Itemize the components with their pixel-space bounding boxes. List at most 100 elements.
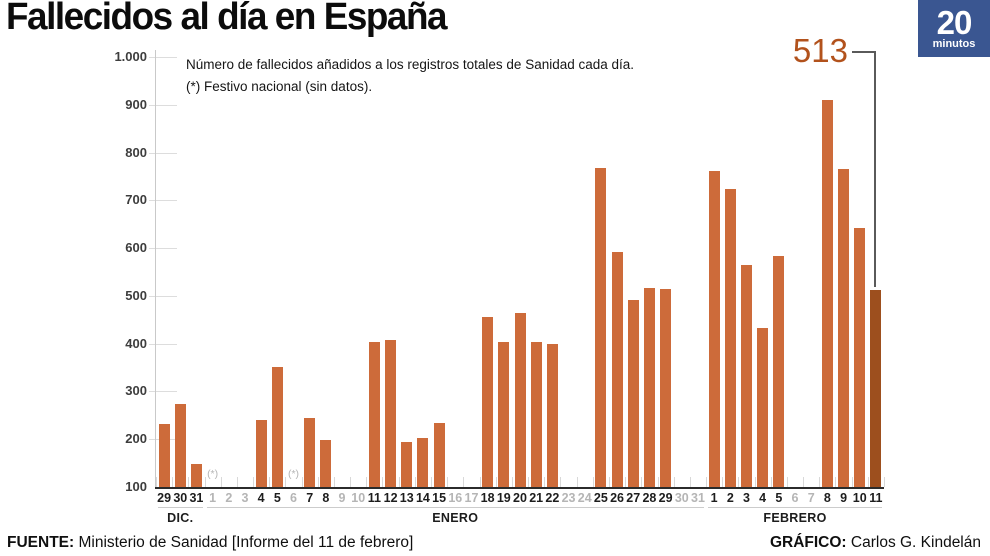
day-separator-tick xyxy=(431,477,433,487)
y-axis-tick-stub xyxy=(149,295,177,297)
bar-FEBRERO-4 xyxy=(757,327,769,487)
day-separator-tick xyxy=(786,477,788,487)
y-axis-tick-label: 500 xyxy=(125,287,147,303)
day-label: 10 xyxy=(351,491,366,505)
day-separator-tick xyxy=(706,477,708,487)
bar-ENERO-21 xyxy=(530,341,542,487)
day-label: 28 xyxy=(642,491,657,505)
day-label: 9 xyxy=(840,491,848,505)
bar-ENERO-13 xyxy=(401,441,413,487)
logo-20-text: 20 xyxy=(936,3,973,41)
day-separator-tick xyxy=(673,477,675,487)
bar-FEBRERO-3 xyxy=(740,264,752,487)
day-label: 1 xyxy=(209,491,217,505)
author-credit: GRÁFICO: Carlos G. Kindelán xyxy=(770,534,981,552)
day-label: 22 xyxy=(545,491,560,505)
day-label: 24 xyxy=(577,491,592,505)
day-separator-tick xyxy=(479,477,481,487)
day-separator-tick xyxy=(495,477,497,487)
day-label: 14 xyxy=(415,491,430,505)
day-separator-tick xyxy=(754,477,756,487)
day-label: 7 xyxy=(306,491,314,505)
bar-ENERO-28 xyxy=(643,288,655,487)
day-separator-tick xyxy=(528,477,530,487)
day-separator-tick xyxy=(560,477,562,487)
chart-subtitle-line2: (*) Festivo nacional (sin datos). xyxy=(186,79,373,94)
festivo-marker: (*) xyxy=(287,468,300,480)
day-separator-tick xyxy=(317,477,319,487)
day-separator-tick xyxy=(884,477,885,487)
credit-label: GRÁFICO: xyxy=(769,534,847,551)
bar-ENERO-25 xyxy=(595,168,607,487)
day-label: 4 xyxy=(759,491,767,505)
y-axis-line xyxy=(155,50,156,488)
day-label: 20 xyxy=(513,491,527,505)
page-title: Fallecidos al día en España xyxy=(6,0,448,38)
day-separator-tick xyxy=(366,477,368,487)
bar-ENERO-15 xyxy=(433,422,445,487)
x-axis-baseline xyxy=(155,487,884,489)
day-separator-tick xyxy=(819,477,821,487)
day-separator-tick xyxy=(867,477,869,487)
day-separator-tick xyxy=(689,477,691,487)
day-separator-tick xyxy=(851,477,853,487)
day-label: 15 xyxy=(432,491,447,505)
day-label: 29 xyxy=(658,491,673,505)
callout-line-vertical xyxy=(873,51,876,287)
day-separator-tick xyxy=(544,477,546,487)
source-text: Ministerio de Sanidad [Informe del 11 de… xyxy=(74,534,414,551)
day-separator-tick xyxy=(608,477,610,487)
bar-ENERO-29 xyxy=(660,289,672,487)
day-separator-tick xyxy=(576,477,578,487)
bar-ENERO-26 xyxy=(611,252,623,487)
y-axis-tick-stub xyxy=(149,343,177,345)
day-label: 23 xyxy=(561,491,576,505)
20minutos-logo: 20 minutos xyxy=(918,0,990,57)
month-rule xyxy=(708,507,882,508)
y-axis-tick-label: 100 xyxy=(125,479,147,494)
y-axis-tick-stub xyxy=(149,248,177,250)
day-separator-tick xyxy=(382,477,384,487)
day-label: 17 xyxy=(464,491,479,505)
bar-ENERO-8 xyxy=(320,439,332,487)
bar-FEBRERO-5 xyxy=(773,256,785,487)
day-separator-tick xyxy=(188,477,190,487)
day-separator-tick xyxy=(172,477,174,487)
day-label: 27 xyxy=(626,491,641,505)
day-label: 5 xyxy=(775,491,783,505)
bar-ENERO-4 xyxy=(255,419,267,487)
day-label: 8 xyxy=(322,491,330,505)
logo-minutos-text: minutos xyxy=(932,37,976,50)
day-label: 18 xyxy=(480,491,495,505)
day-label: 11 xyxy=(367,491,381,505)
day-separator-tick xyxy=(253,477,255,487)
day-separator-tick xyxy=(835,477,837,487)
day-label: 30 xyxy=(674,491,689,505)
day-label: 13 xyxy=(399,491,414,505)
day-label: 25 xyxy=(593,491,608,505)
bar-FEBRERO-2 xyxy=(724,188,736,487)
day-separator-tick xyxy=(220,477,222,487)
day-label: 30 xyxy=(173,491,188,505)
bar-FEBRERO-1 xyxy=(708,170,720,487)
bar-ENERO-19 xyxy=(498,341,510,487)
day-separator-tick xyxy=(770,477,772,487)
day-separator-tick xyxy=(463,477,465,487)
y-axis-tick-stub xyxy=(149,57,177,58)
day-label: 1 xyxy=(710,491,718,505)
day-separator-tick xyxy=(269,477,271,487)
day-label: 9 xyxy=(338,491,346,505)
y-axis-tick-stub xyxy=(149,152,177,154)
month-label: FEBRERO xyxy=(763,511,827,525)
day-label: 26 xyxy=(610,491,625,505)
bar-ENERO-20 xyxy=(514,313,526,487)
y-axis-tick-stub xyxy=(149,104,177,106)
day-separator-tick xyxy=(204,477,206,487)
bar-ENERO-11 xyxy=(368,341,380,487)
bar-FEBRERO-10 xyxy=(854,227,866,487)
y-axis-tick-label: 1.000 xyxy=(114,49,147,64)
day-label: 19 xyxy=(496,491,511,505)
y-axis-tick-label: 400 xyxy=(125,335,147,351)
y-axis-tick-label: 600 xyxy=(125,240,147,256)
